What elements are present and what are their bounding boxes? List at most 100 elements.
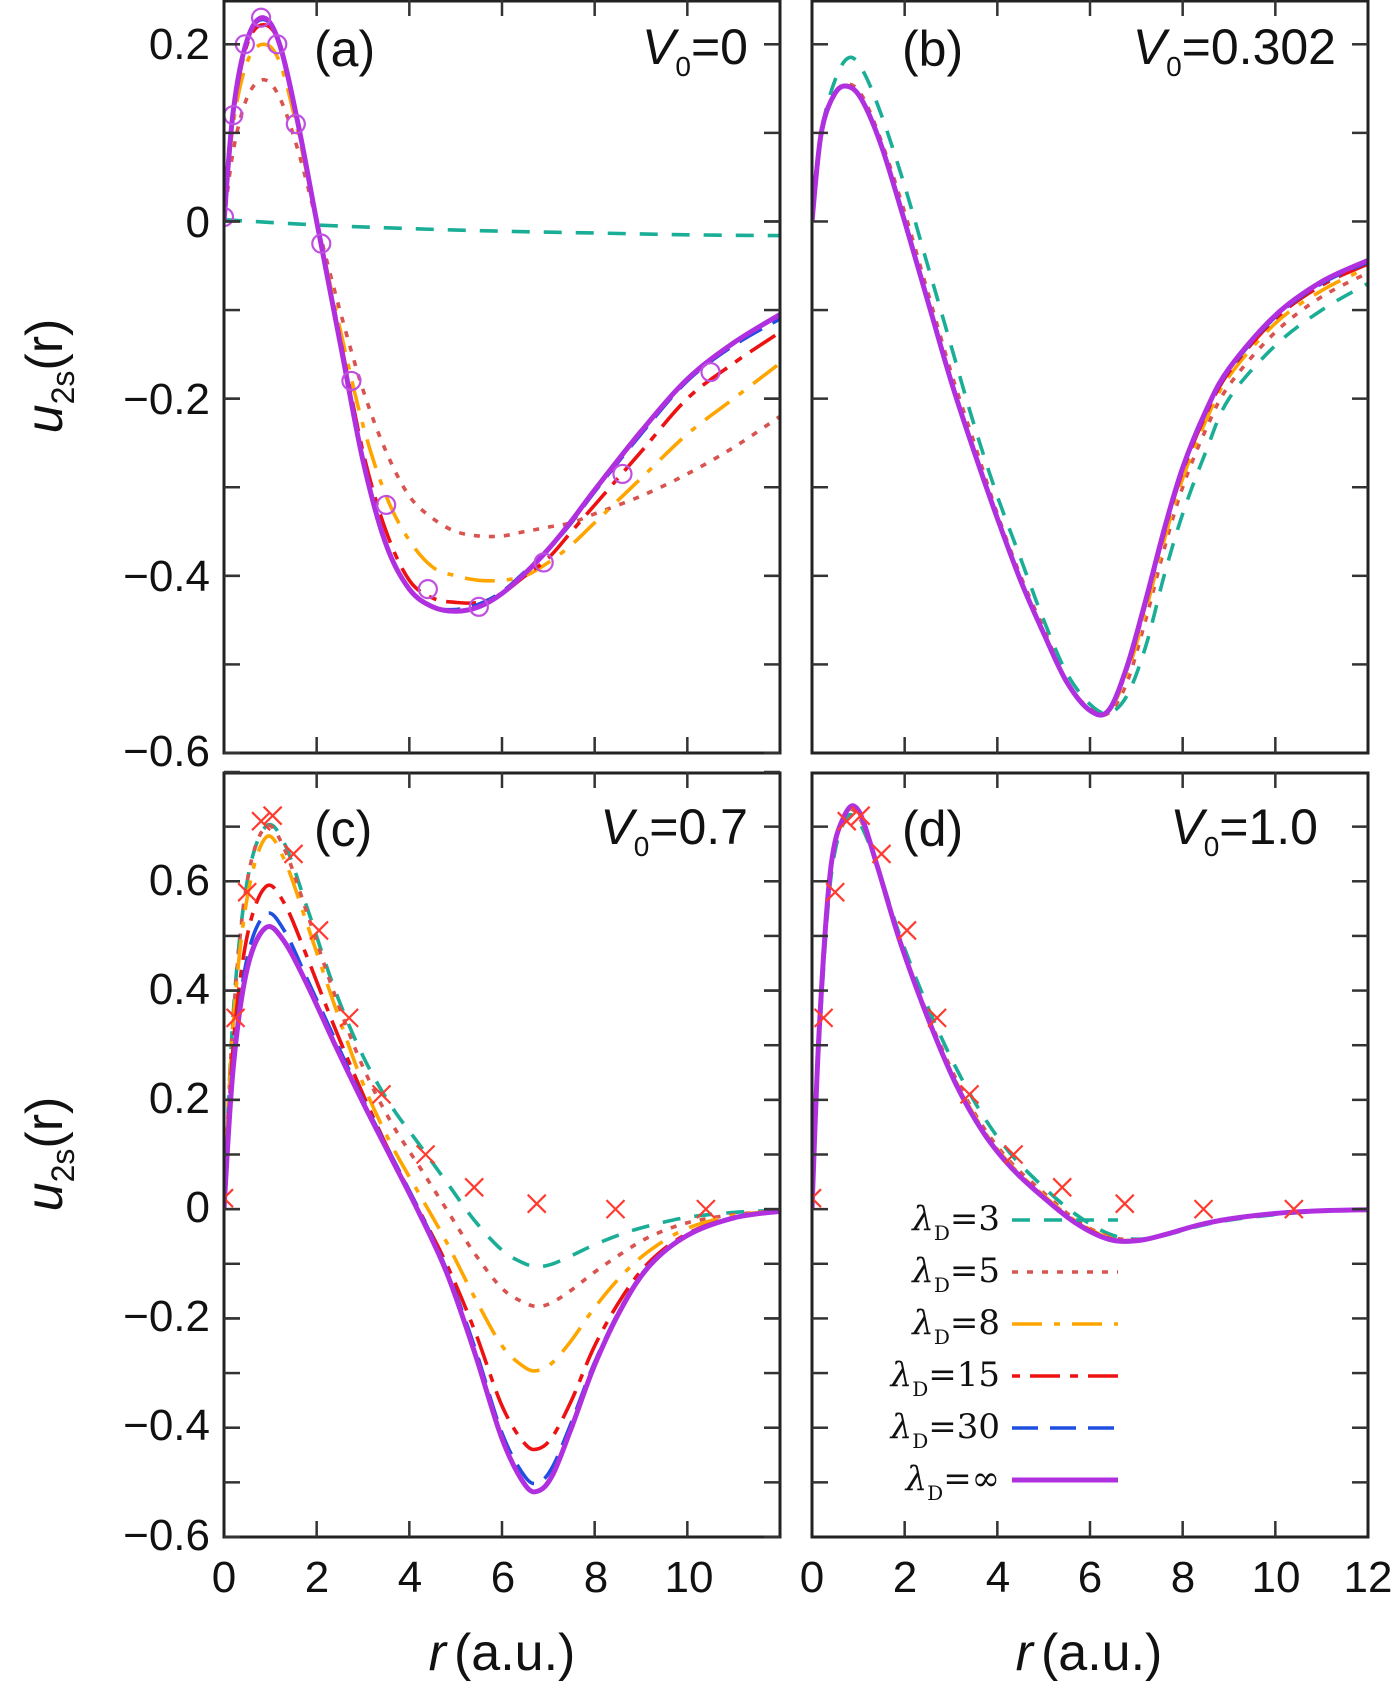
panel-b-v0: V0=0.302 bbox=[1133, 19, 1336, 82]
panel-b-plot bbox=[812, 55, 1368, 718]
data-marker-x bbox=[415, 1144, 436, 1165]
data-marker-x bbox=[1114, 1193, 1135, 1214]
data-marker-x bbox=[309, 920, 329, 941]
data-marker-x bbox=[812, 1188, 822, 1208]
x-tick-label: 6 bbox=[491, 1553, 515, 1602]
panel-d-label: (d) bbox=[902, 801, 963, 857]
data-marker-x bbox=[371, 1084, 392, 1105]
data-marker-x bbox=[224, 1188, 234, 1208]
data-marker-x bbox=[959, 1084, 980, 1105]
y-tick-label: 0.2 bbox=[149, 1074, 210, 1123]
x-tick-label: 8 bbox=[584, 1553, 608, 1602]
x-tick-label: 4 bbox=[398, 1553, 422, 1602]
series-line-ld15 bbox=[224, 883, 780, 1452]
y-tick-label: −0.2 bbox=[123, 375, 210, 424]
curves-layer bbox=[224, 7, 1368, 1495]
y-tick-label: −0.2 bbox=[123, 1292, 210, 1341]
panel-d-plot bbox=[812, 803, 1368, 1244]
y-tick-label: −0.6 bbox=[123, 1511, 210, 1560]
x-tick-label: 4 bbox=[986, 1553, 1010, 1602]
data-marker-circle bbox=[533, 552, 554, 573]
panel-c-label: (c) bbox=[314, 801, 372, 857]
data-marker-x bbox=[871, 844, 892, 864]
panel-c-plot bbox=[224, 805, 780, 1495]
series-line-ld3 bbox=[224, 217, 780, 238]
data-marker-circle bbox=[267, 34, 288, 55]
panel-a-frame bbox=[222, 0, 782, 755]
panel-c-frame bbox=[222, 771, 782, 1539]
x-tick-label: 2 bbox=[305, 1553, 329, 1602]
data-marker-circle bbox=[612, 463, 633, 485]
series-line-ldinf bbox=[224, 924, 780, 1495]
y-tick-label: −0.6 bbox=[123, 727, 210, 776]
y-tick-label: 0.6 bbox=[149, 856, 210, 905]
data-marker-x bbox=[283, 844, 304, 864]
series-line-ld8 bbox=[812, 805, 1368, 1243]
series-line-ld15 bbox=[812, 804, 1368, 1243]
y-axis-label-top: u2s(r) bbox=[16, 319, 81, 434]
data-marker-circle bbox=[376, 494, 397, 516]
data-marker-circle bbox=[417, 579, 438, 600]
series-line-ld5 bbox=[812, 82, 1368, 717]
panel-a-label: (a) bbox=[314, 21, 375, 77]
y-tick-label: 0.4 bbox=[149, 965, 210, 1014]
panel-d-v0: V0=1.0 bbox=[1170, 799, 1318, 862]
data-marker-x bbox=[262, 805, 283, 826]
legend-label: λD=15 bbox=[889, 1355, 1000, 1401]
x-tick-label: 0 bbox=[212, 1553, 236, 1602]
x-axis-label-right: r (a.u.) bbox=[1016, 1624, 1163, 1682]
text-layer: u2s(r) u2s(r) r (a.u.) r (a.u.) (a) (b) (c… bbox=[16, 19, 1392, 1682]
data-marker-circle bbox=[468, 596, 489, 617]
data-marker-x bbox=[897, 920, 917, 941]
data-marker-x bbox=[237, 882, 257, 902]
x-axis-label-left: r (a.u.) bbox=[429, 1624, 576, 1682]
legend-label: λD=8 bbox=[910, 1303, 1000, 1349]
y-tick-label: 0 bbox=[186, 1183, 210, 1232]
data-marker-x bbox=[813, 1008, 834, 1028]
data-marker-circle bbox=[285, 113, 306, 135]
data-marker-x bbox=[1284, 1199, 1304, 1219]
legend-label: λD=5 bbox=[910, 1251, 1000, 1297]
data-marker-circle bbox=[250, 7, 272, 28]
data-marker-circle bbox=[311, 233, 332, 254]
legend-label: λD=3 bbox=[910, 1199, 1000, 1245]
series-line-ldinf bbox=[224, 15, 780, 614]
data-marker-x bbox=[850, 805, 871, 826]
data-marker-x bbox=[1193, 1199, 1214, 1219]
series-line-ld30 bbox=[224, 17, 780, 612]
data-marker-x bbox=[464, 1177, 484, 1198]
series-line-ld8 bbox=[224, 834, 780, 1373]
data-marker-x bbox=[526, 1193, 547, 1214]
panel-c-v0: V0=0.7 bbox=[600, 799, 748, 862]
x-tick-label: 0 bbox=[800, 1553, 824, 1602]
x-tick-label: 10 bbox=[1252, 1553, 1301, 1602]
x-tick-label: 12 bbox=[1344, 1553, 1393, 1602]
legend-label: λD=30 bbox=[889, 1407, 1000, 1453]
y-tick-label: −0.4 bbox=[123, 552, 210, 601]
frames-layer bbox=[222, 0, 1370, 1539]
panel-a-v0: V0=0 bbox=[642, 19, 748, 82]
data-marker-x bbox=[225, 1008, 246, 1028]
series-line-ld3 bbox=[224, 822, 780, 1269]
series-line-ld5 bbox=[224, 823, 780, 1309]
series-line-ld15 bbox=[224, 22, 780, 606]
data-marker-circle bbox=[341, 370, 362, 392]
series-line-ld30 bbox=[224, 911, 780, 1486]
x-tick-label: 2 bbox=[893, 1553, 917, 1602]
series-line-ld3 bbox=[812, 55, 1368, 716]
panel-b-frame bbox=[810, 0, 1370, 755]
data-marker-x bbox=[251, 811, 271, 831]
panel-b-label: (b) bbox=[902, 21, 963, 77]
data-marker-x bbox=[339, 1008, 359, 1028]
y-tick-label: −0.4 bbox=[123, 1401, 210, 1450]
data-marker-x bbox=[696, 1199, 716, 1219]
series-line-ld5 bbox=[224, 77, 780, 539]
series-line-ldinf bbox=[812, 83, 1368, 718]
data-marker-x bbox=[605, 1199, 626, 1219]
data-marker-x bbox=[825, 882, 845, 902]
series-line-ld5 bbox=[812, 807, 1368, 1242]
x-tick-label: 8 bbox=[1171, 1553, 1195, 1602]
y-tick-label: 0.2 bbox=[149, 20, 210, 69]
data-marker-circle bbox=[700, 361, 721, 383]
